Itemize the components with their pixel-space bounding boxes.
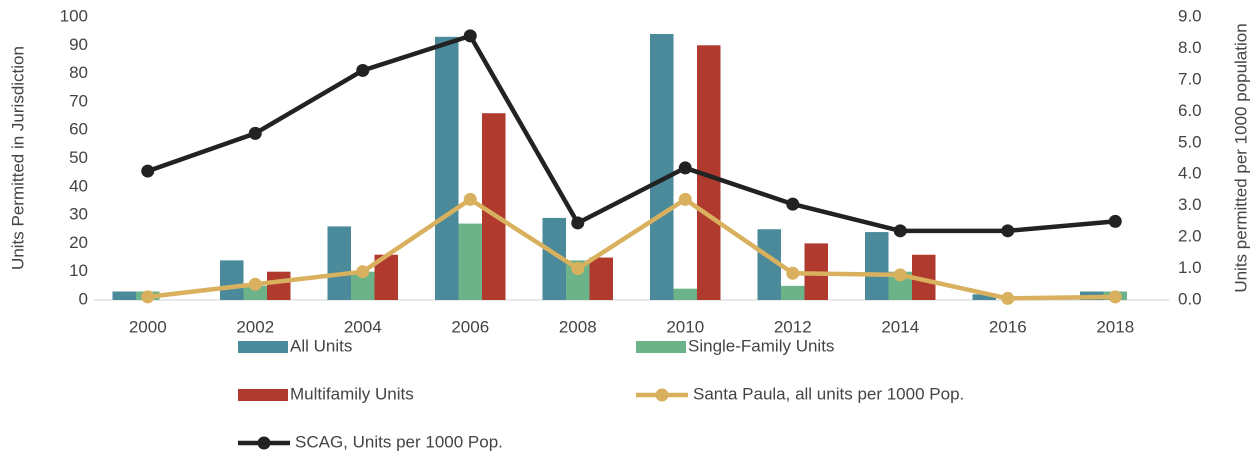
y2-tick-label: 1.0 [1178, 258, 1202, 277]
line-marker [463, 29, 477, 43]
line-marker [571, 262, 585, 276]
x-tick-label: 2008 [559, 317, 597, 336]
y2-axis-title: Units permitted per 1000 population [1231, 23, 1250, 292]
legend-swatch [238, 341, 288, 353]
legend-label: All Units [290, 336, 352, 355]
line-marker [893, 224, 907, 238]
line-marker [1108, 214, 1122, 228]
line-marker [893, 268, 907, 282]
y2-tick-label: 4.0 [1178, 164, 1202, 183]
line-marker [463, 192, 477, 206]
bar [757, 229, 781, 300]
y2-tick-label: 3.0 [1178, 195, 1202, 214]
y2-tick-label: 7.0 [1178, 69, 1202, 88]
line-marker [786, 197, 800, 211]
x-tick-label: 2000 [129, 317, 167, 336]
y2-tick-label: 9.0 [1178, 6, 1202, 25]
legend-label: Santa Paula, all units per 1000 Pop. [693, 384, 964, 403]
bar [912, 254, 936, 300]
line-marker [678, 161, 692, 175]
bar [435, 36, 459, 301]
legend-label: Multifamily Units [290, 384, 414, 403]
y-tick-label: 80 [69, 63, 88, 82]
line-marker [248, 277, 262, 291]
bar [458, 223, 482, 300]
legend-swatch-marker [257, 436, 271, 450]
line [147, 197, 1116, 301]
legend-swatch [238, 389, 288, 401]
legend-label: SCAG, Units per 1000 Pop. [295, 432, 503, 451]
y2-tick-label: 5.0 [1178, 132, 1202, 151]
bar [243, 285, 267, 300]
y2-tick-label: 0.0 [1178, 289, 1202, 308]
bar [888, 271, 912, 300]
legend-swatch [636, 341, 686, 353]
x-tick-label: 2010 [666, 317, 704, 336]
x-tick-label: 2012 [774, 317, 812, 336]
line [147, 33, 1116, 234]
line-marker [571, 216, 585, 230]
y-tick-label: 90 [69, 35, 88, 54]
line-marker [678, 192, 692, 206]
y-axis-title: Units Permitted in Jurisdiction [8, 46, 27, 270]
bar [267, 271, 291, 300]
line-marker [141, 164, 155, 178]
bar [327, 226, 351, 300]
y-tick-label: 20 [69, 233, 88, 252]
y2-tick-label: 2.0 [1178, 227, 1202, 246]
line-marker [356, 63, 370, 77]
bar [972, 294, 996, 300]
line-marker [786, 266, 800, 280]
x-tick-label: 2016 [989, 317, 1027, 336]
legend-swatch-marker [655, 388, 669, 402]
bar [865, 232, 889, 300]
x-tick-label: 2004 [344, 317, 382, 336]
bar [220, 260, 244, 300]
x-tick-label: 2018 [1096, 317, 1134, 336]
y-tick-label: 30 [69, 205, 88, 224]
bar [781, 285, 805, 300]
y-tick-label: 70 [69, 91, 88, 110]
bar [542, 217, 566, 300]
bar [482, 113, 506, 300]
y2-tick-label: 8.0 [1178, 38, 1202, 57]
bar [351, 271, 375, 300]
x-tick-label: 2006 [451, 317, 489, 336]
bar [589, 257, 613, 300]
line-marker [1001, 291, 1015, 305]
line-marker [1108, 290, 1122, 304]
y2-tick-label: 6.0 [1178, 101, 1202, 120]
bar [112, 291, 136, 300]
y-tick-label: 0 [79, 289, 88, 308]
y-tick-label: 60 [69, 120, 88, 139]
y-tick-label: 10 [69, 261, 88, 280]
line-marker [1001, 224, 1015, 238]
bar [673, 288, 697, 300]
y-tick-label: 40 [69, 176, 88, 195]
y-tick-label: 100 [60, 6, 88, 25]
line-marker [141, 290, 155, 304]
bar [374, 254, 398, 300]
line-marker [356, 265, 370, 279]
y-tick-label: 50 [69, 148, 88, 167]
x-tick-label: 2014 [881, 317, 919, 336]
line-marker [248, 126, 262, 140]
bar [697, 45, 721, 300]
legend-label: Single-Family Units [688, 336, 834, 355]
bar [650, 33, 674, 300]
x-tick-label: 2002 [236, 317, 274, 336]
